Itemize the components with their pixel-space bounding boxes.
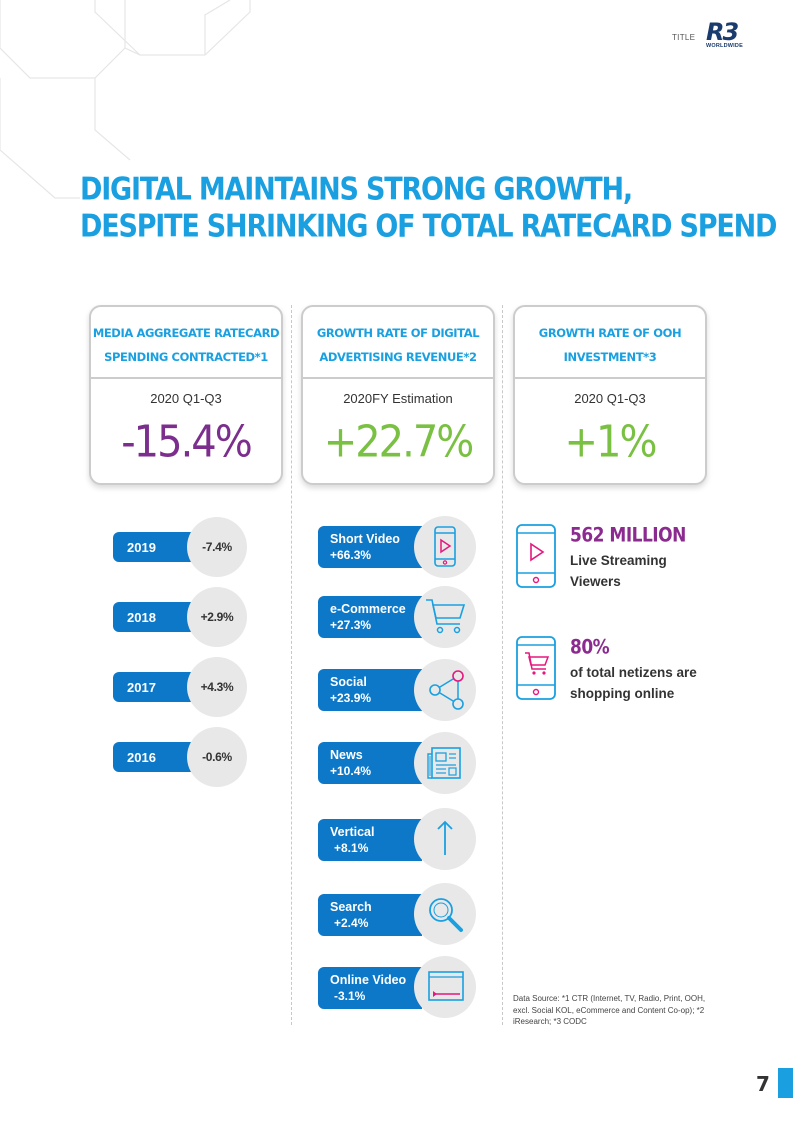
- card-period: 2020 Q1-Q3: [574, 391, 646, 406]
- category-name: News: [330, 748, 363, 762]
- card-period: 2020FY Estimation: [343, 391, 453, 406]
- stat-text: of total netizens are shopping online: [570, 662, 697, 704]
- logo-mark: R3: [706, 18, 739, 46]
- stat-text-line: Viewers: [570, 574, 621, 589]
- card-title: GROWTH RATE OF OOH INVESTMENT*3: [515, 321, 705, 369]
- category-name: Search: [330, 900, 372, 914]
- category-icon-circle: [414, 659, 476, 721]
- year-label: 2016: [127, 750, 156, 765]
- card-title-line: MEDIA AGGREGATE RATECARD: [92, 326, 280, 340]
- category-name: Online Video: [330, 973, 407, 987]
- year-label: 2018: [127, 610, 156, 625]
- category-value: +8.1%: [334, 841, 369, 855]
- card-title-line: INVESTMENT*3: [563, 350, 657, 364]
- background-hex-pattern: [0, 0, 251, 199]
- cart-icon: [426, 599, 466, 634]
- category-pill-social: Social +23.9%: [318, 669, 422, 711]
- year-value: -7.4%: [187, 517, 247, 577]
- category-value: +66.3%: [330, 548, 372, 562]
- card-divider: [515, 377, 705, 379]
- card-ooh-growth: GROWTH RATE OF OOH INVESTMENT*3 2020 Q1-…: [513, 305, 707, 485]
- headline-line-2: DESPITE SHRINKING OF TOTAL RATECARD SPEN…: [80, 209, 777, 245]
- share-icon: [429, 670, 464, 710]
- category-icon-circle: [414, 586, 476, 648]
- category-pill-ecommerce: e-Commerce +27.3%: [318, 596, 422, 638]
- stat-text-line: of total netizens are: [570, 665, 697, 680]
- category-value: +27.3%: [330, 618, 372, 632]
- card-title-line: GROWTH RATE OF OOH: [538, 326, 682, 340]
- card-divider: [91, 377, 281, 379]
- year-pill: 2018: [113, 602, 199, 632]
- logo-subtitle: WORLDWIDE: [706, 43, 743, 49]
- category-value: +2.4%: [334, 916, 369, 930]
- card-digital-growth: GROWTH RATE OF DIGITAL ADVERTISING REVEN…: [301, 305, 495, 485]
- card-value: +22.7%: [323, 416, 475, 468]
- year-value: -0.6%: [187, 727, 247, 787]
- category-icon-circle: [414, 516, 476, 578]
- phone-play-icon: [516, 524, 556, 588]
- category-name: Social: [330, 675, 367, 689]
- year-label: 2019: [127, 540, 156, 555]
- arrow-up-icon: [437, 820, 453, 855]
- header-title-label: TITLE: [672, 33, 696, 42]
- category-icon-circle: [414, 956, 476, 1018]
- stat-number: 562 MILLION: [570, 524, 686, 547]
- category-name: Short Video: [330, 532, 400, 546]
- page-accent-bar: [778, 1068, 793, 1098]
- data-source-note: Data Source: *1 CTR (Internet, TV, Radio…: [513, 994, 706, 1026]
- magnifier-icon: [429, 898, 463, 932]
- card-title-line: ADVERTISING REVENUE*2: [319, 350, 477, 364]
- category-value: +10.4%: [330, 764, 372, 778]
- card-divider: [303, 377, 493, 379]
- category-name: Vertical: [330, 825, 375, 839]
- stat-text-line: Live Streaming: [570, 553, 667, 568]
- category-icon-circle: [414, 732, 476, 794]
- category-pill-online-video: Online Video -3.1%: [318, 967, 422, 1009]
- category-value: +23.9%: [330, 691, 372, 705]
- card-value: -15.4%: [121, 416, 253, 468]
- card-title: GROWTH RATE OF DIGITAL ADVERTISING REVEN…: [303, 321, 493, 369]
- column-divider: [502, 305, 503, 1025]
- category-pill-vertical: Vertical +8.1%: [318, 819, 422, 861]
- category-pill-news: News +10.4%: [318, 742, 422, 784]
- stat-text-line: shopping online: [570, 686, 675, 701]
- card-ratecard-spend: MEDIA AGGREGATE RATECARD SPENDING CONTRA…: [89, 305, 283, 485]
- card-period: 2020 Q1-Q3: [150, 391, 222, 406]
- card-title-line: GROWTH RATE OF DIGITAL: [316, 326, 480, 340]
- category-pill-short-video: Short Video +66.3%: [318, 526, 422, 568]
- year-label: 2017: [127, 680, 156, 695]
- stat-text: Live Streaming Viewers: [570, 550, 667, 592]
- page-number: 7: [756, 1072, 770, 1096]
- year-value: +4.3%: [187, 657, 247, 717]
- category-icon-circle: [414, 883, 476, 945]
- category-name: e-Commerce: [330, 602, 406, 616]
- card-title: MEDIA AGGREGATE RATECARD SPENDING CONTRA…: [91, 321, 281, 369]
- year-value: +2.9%: [187, 587, 247, 647]
- stat-number: 80%: [570, 636, 610, 659]
- card-value: +1%: [564, 416, 658, 468]
- category-pill-search: Search +2.4%: [318, 894, 422, 936]
- phone-play-icon: [434, 526, 456, 567]
- phone-cart-icon: [516, 636, 556, 700]
- year-pill: 2016: [113, 742, 199, 772]
- category-value: -3.1%: [334, 989, 366, 1003]
- video-player-icon: [428, 971, 464, 1001]
- headline-line-1: DIGITAL MAINTAINS STRONG GROWTH,: [80, 172, 633, 208]
- card-title-line: SPENDING CONTRACTED*1: [104, 350, 268, 364]
- r3-logo: R3 WORLDWIDE: [706, 18, 748, 52]
- category-icon-circle: [414, 808, 476, 870]
- newspaper-icon: [427, 747, 461, 779]
- year-pill: 2019: [113, 532, 199, 562]
- column-divider: [291, 305, 292, 1025]
- year-pill: 2017: [113, 672, 199, 702]
